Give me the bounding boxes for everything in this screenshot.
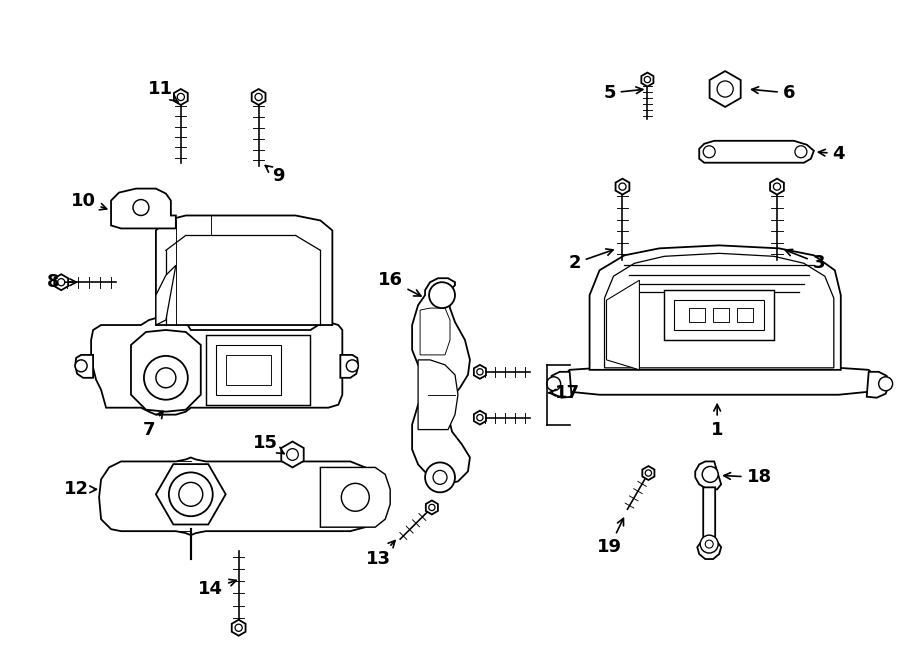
Text: 16: 16	[378, 271, 421, 296]
Polygon shape	[709, 71, 741, 107]
Circle shape	[433, 471, 447, 485]
Polygon shape	[616, 179, 629, 195]
Circle shape	[255, 93, 262, 101]
Polygon shape	[590, 246, 841, 370]
Polygon shape	[156, 464, 226, 524]
Circle shape	[619, 183, 626, 190]
Circle shape	[645, 470, 652, 476]
Circle shape	[546, 377, 561, 391]
Polygon shape	[695, 461, 721, 489]
Text: 18: 18	[724, 469, 771, 487]
Polygon shape	[420, 308, 450, 355]
Polygon shape	[643, 466, 654, 480]
Polygon shape	[111, 189, 176, 228]
Text: 9: 9	[266, 166, 284, 185]
Polygon shape	[174, 89, 188, 105]
Polygon shape	[474, 410, 486, 424]
Polygon shape	[642, 73, 653, 87]
Text: 1: 1	[711, 404, 724, 439]
Circle shape	[428, 504, 435, 510]
Polygon shape	[91, 318, 342, 414]
Circle shape	[773, 183, 780, 190]
Circle shape	[235, 624, 242, 632]
Polygon shape	[713, 308, 729, 322]
Circle shape	[706, 540, 713, 548]
Circle shape	[717, 81, 734, 97]
Text: 2: 2	[569, 249, 613, 272]
Polygon shape	[156, 265, 176, 325]
Circle shape	[795, 146, 807, 158]
Circle shape	[76, 360, 87, 372]
Text: 4: 4	[818, 145, 845, 163]
Polygon shape	[607, 280, 639, 370]
Polygon shape	[99, 457, 378, 535]
Polygon shape	[412, 278, 470, 485]
Polygon shape	[664, 290, 774, 340]
Circle shape	[58, 279, 65, 286]
Polygon shape	[674, 300, 764, 330]
Circle shape	[878, 377, 893, 391]
Text: 3: 3	[786, 250, 825, 272]
Polygon shape	[689, 308, 706, 322]
Text: 6: 6	[752, 84, 796, 102]
Circle shape	[700, 535, 718, 553]
Circle shape	[702, 467, 718, 483]
Polygon shape	[206, 335, 310, 404]
Polygon shape	[770, 179, 784, 195]
Circle shape	[477, 414, 483, 421]
Circle shape	[287, 449, 298, 460]
Circle shape	[477, 369, 483, 375]
Text: 17: 17	[549, 384, 580, 402]
Circle shape	[425, 463, 455, 493]
Polygon shape	[340, 355, 358, 378]
Circle shape	[429, 282, 455, 308]
Circle shape	[179, 483, 203, 506]
Circle shape	[133, 199, 148, 216]
Polygon shape	[605, 254, 833, 368]
Circle shape	[703, 146, 716, 158]
Polygon shape	[564, 368, 874, 395]
Circle shape	[346, 360, 358, 372]
Polygon shape	[320, 467, 391, 527]
Polygon shape	[474, 365, 486, 379]
Text: 12: 12	[64, 481, 96, 498]
Circle shape	[341, 483, 369, 511]
Text: 10: 10	[70, 191, 107, 210]
Text: 19: 19	[597, 518, 624, 556]
Text: 7: 7	[143, 411, 163, 439]
Polygon shape	[282, 442, 303, 467]
Text: 13: 13	[365, 541, 395, 568]
Polygon shape	[76, 355, 93, 378]
Polygon shape	[698, 487, 721, 559]
Polygon shape	[252, 89, 266, 105]
Circle shape	[144, 356, 188, 400]
Text: 5: 5	[603, 84, 643, 102]
Text: 8: 8	[47, 273, 76, 291]
Polygon shape	[550, 372, 572, 398]
Polygon shape	[699, 141, 814, 163]
Polygon shape	[226, 355, 271, 385]
Polygon shape	[418, 360, 458, 430]
Polygon shape	[131, 330, 201, 412]
Circle shape	[169, 473, 212, 516]
Text: 15: 15	[253, 434, 284, 453]
Polygon shape	[156, 216, 332, 325]
Polygon shape	[867, 372, 888, 398]
Circle shape	[156, 368, 176, 388]
Text: 14: 14	[198, 579, 236, 598]
Polygon shape	[216, 345, 281, 395]
Circle shape	[644, 76, 651, 83]
Polygon shape	[426, 500, 438, 514]
Polygon shape	[231, 620, 246, 636]
Polygon shape	[737, 308, 753, 322]
Text: 11: 11	[148, 80, 178, 102]
Circle shape	[177, 93, 184, 101]
Polygon shape	[54, 274, 68, 290]
